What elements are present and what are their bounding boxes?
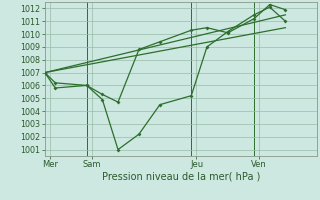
X-axis label: Pression niveau de la mer( hPa ): Pression niveau de la mer( hPa )	[102, 172, 260, 182]
